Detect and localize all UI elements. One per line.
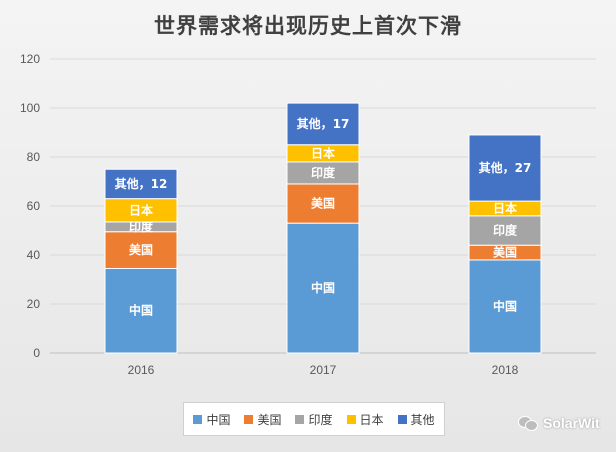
legend-item: 中国 (193, 411, 230, 428)
legend-swatch (193, 414, 203, 424)
y-tick-label: 0 (33, 346, 40, 360)
data-label: 日本 (493, 200, 517, 215)
legend-item: 其他 (397, 411, 435, 428)
y-tick-label: 120 (20, 52, 40, 66)
y-tick-label: 20 (27, 297, 41, 311)
y-tick-label: 60 (27, 199, 41, 213)
y-tick-label: 80 (27, 150, 41, 164)
legend-label: 中国 (206, 412, 231, 427)
data-label: 日本 (311, 145, 335, 160)
data-label: 美国 (129, 242, 153, 257)
legend-item: 日本 (346, 411, 384, 428)
data-label: 其他，27 (479, 160, 532, 175)
legend-swatch (295, 414, 305, 424)
x-tick-label: 2016 (128, 363, 155, 377)
bar-segment (286, 222, 360, 354)
data-label: 印度 (493, 223, 518, 238)
bar-segment (468, 134, 542, 202)
legend-item: 印度 (295, 411, 333, 428)
watermark: SolarWit (518, 415, 600, 431)
data-label: 中国 (129, 303, 153, 318)
y-tick-label: 100 (20, 101, 40, 115)
legend-label: 日本 (359, 412, 384, 427)
legend-swatch (244, 414, 254, 424)
bar-segment (286, 183, 360, 224)
chart-title: 世界需求将出现历史上首次下滑 (154, 13, 462, 38)
bar-segment (104, 168, 178, 200)
bar-segment (468, 215, 542, 246)
data-label: 美国 (311, 196, 335, 211)
legend-swatch (346, 414, 356, 424)
legend-label: 美国 (257, 412, 282, 427)
x-tick-label: 2018 (492, 363, 519, 377)
data-label: 其他，17 (297, 116, 350, 131)
watermark-text: SolarWit (543, 415, 600, 431)
legend-label: 印度 (308, 412, 333, 427)
legend-item: 美国 (244, 411, 281, 428)
data-label: 日本 (129, 202, 153, 217)
x-tick-label: 2017 (310, 363, 337, 377)
y-tick-label: 40 (27, 248, 41, 262)
wechat-icon (518, 415, 538, 431)
data-label: 中国 (311, 280, 335, 295)
data-label: 其他，12 (115, 176, 168, 191)
bar-segment (468, 259, 542, 354)
bar-segment (104, 231, 178, 269)
data-label: 美国 (493, 245, 517, 260)
chart-legend: 中国 美国 印度 日本 其他 (183, 402, 445, 436)
data-label: 印度 (129, 219, 154, 234)
bar-segment (286, 102, 360, 146)
data-label: 中国 (493, 298, 517, 313)
legend-label: 其他 (410, 412, 435, 427)
data-label: 印度 (311, 165, 336, 180)
legend-swatch (397, 414, 407, 424)
